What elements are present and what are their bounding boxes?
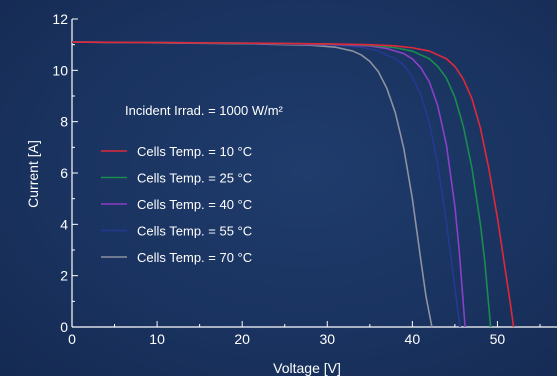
legend-label: Cells Temp. = 25 °C	[137, 171, 252, 186]
y-tick-label: 10	[52, 62, 68, 78]
x-tick-label: 30	[319, 331, 335, 347]
x-axis-title: Voltage [V]	[273, 360, 341, 376]
series-curves	[71, 41, 515, 328]
axis-ticks: 0 2 4 6 8 10 12 0 10 20 30 40 50	[52, 11, 541, 347]
series-line	[71, 41, 492, 328]
x-tick-label: 10	[149, 331, 165, 347]
series-line	[71, 41, 515, 328]
x-tick-label: 50	[490, 331, 506, 347]
x-tick-label: 0	[68, 331, 76, 347]
legend-label: Cells Temp. = 70 °C	[137, 250, 252, 265]
series-line	[71, 41, 466, 328]
y-axis-title: Current [A]	[25, 140, 41, 208]
y-tick-label: 12	[52, 11, 68, 27]
x-tick-label: 20	[234, 331, 250, 347]
irradiance-annotation: Incident Irrad. = 1000 W/m²	[125, 103, 284, 118]
legend: Cells Temp. = 10 °C Cells Temp. = 25 °C Ce…	[101, 144, 252, 265]
series-line	[71, 41, 461, 328]
x-tick-label: 40	[405, 331, 421, 347]
y-tick-label: 2	[60, 268, 68, 284]
legend-label: Cells Temp. = 10 °C	[137, 144, 252, 159]
y-tick-label: 8	[60, 114, 68, 130]
y-tick-label: 4	[60, 216, 68, 232]
legend-label: Cells Temp. = 40 °C	[137, 197, 252, 212]
y-tick-label: 0	[60, 319, 68, 335]
y-tick-label: 6	[60, 165, 68, 181]
legend-label: Cells Temp. = 55 °C	[137, 224, 252, 239]
